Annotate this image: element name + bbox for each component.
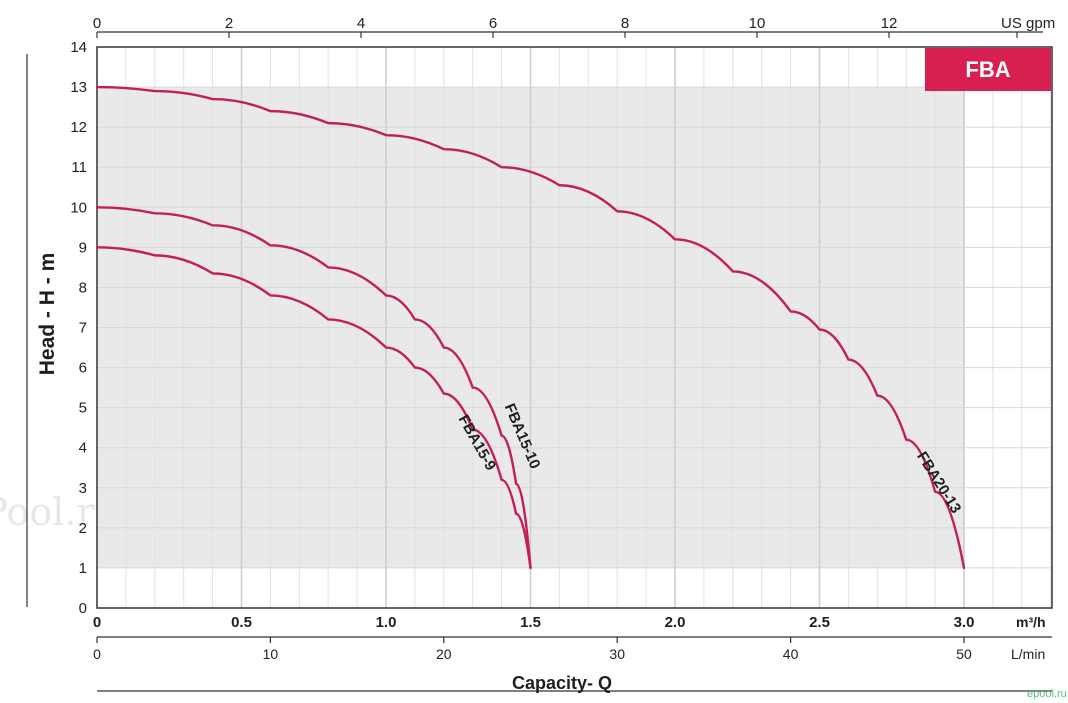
y-axis-tick-label: 14 [70, 39, 87, 56]
top-axis-tick-label: 10 [749, 15, 766, 32]
series-line-fba15-10 [95, 206, 532, 570]
y-axis-tick-label: 8 [79, 279, 87, 296]
x-axis-tick-label-m3h: 0 [93, 614, 101, 631]
x-axis-tick-label-m3h: 3.0 [954, 614, 975, 631]
y-axis-tick-label: 5 [79, 400, 87, 417]
y-axis-tick-label: 2 [79, 520, 87, 537]
x-axis-tick-label-m3h: 0.5 [231, 614, 252, 631]
y-axis-tick-label: 0 [79, 600, 87, 617]
y-axis-tick-label: 7 [79, 320, 87, 337]
x-axis-tick-label-m3h: 2.5 [809, 614, 830, 631]
plot-border [96, 46, 1053, 609]
x-axis-label: Capacity- Q [512, 673, 612, 693]
y-axis-tick-label: 13 [70, 79, 87, 96]
x-axis-unit-m3h: m³/h [1016, 614, 1046, 630]
top-axis-tick-label: 6 [489, 15, 497, 32]
chart-title: FBA [965, 57, 1010, 82]
l-min-axis-tick-label: 0 [93, 646, 101, 662]
y-axis-tick-label: 9 [79, 239, 87, 256]
l-min-axis-tick-label: 40 [783, 646, 799, 662]
series-line-fba15-9 [95, 246, 532, 570]
y-axis-tick-label: 6 [79, 360, 87, 377]
y-axis-tick-label: 12 [70, 119, 87, 136]
top-axis-unit: US gpm [1001, 15, 1055, 32]
chart-title-badge [925, 48, 1051, 91]
top-axis-tick-label: 0 [93, 15, 101, 32]
y-axis-tick-label: 10 [70, 199, 87, 216]
l-min-axis-tick-label: 10 [263, 646, 279, 662]
top-axis-tick-label: 2 [225, 15, 233, 32]
y-axis-tick-label: 4 [79, 440, 87, 457]
l-min-axis-tick-label: 30 [609, 646, 625, 662]
l-min-axis-tick-label: 20 [436, 646, 452, 662]
l-min-axis-unit: L/min [1011, 646, 1045, 662]
footer-watermark: epool.ru [1027, 688, 1067, 700]
y-axis-label: Head - H - m [36, 253, 59, 376]
top-axis-tick-label: 8 [621, 15, 629, 32]
top-axis-tick-label: 12 [881, 15, 898, 32]
x-axis-tick-label-m3h: 1.5 [520, 614, 541, 631]
x-axis-tick-label-m3h: 2.0 [665, 614, 686, 631]
y-axis-tick-label: 1 [79, 560, 87, 577]
series-line-fba20-13 [95, 85, 966, 570]
y-axis-tick-label: 11 [71, 159, 87, 176]
top-axis-tick-label: 4 [357, 15, 365, 32]
l-min-axis-tick-label: 50 [956, 646, 972, 662]
y-axis-tick-label: 3 [79, 480, 87, 497]
x-axis-tick-label-m3h: 1.0 [376, 614, 397, 631]
